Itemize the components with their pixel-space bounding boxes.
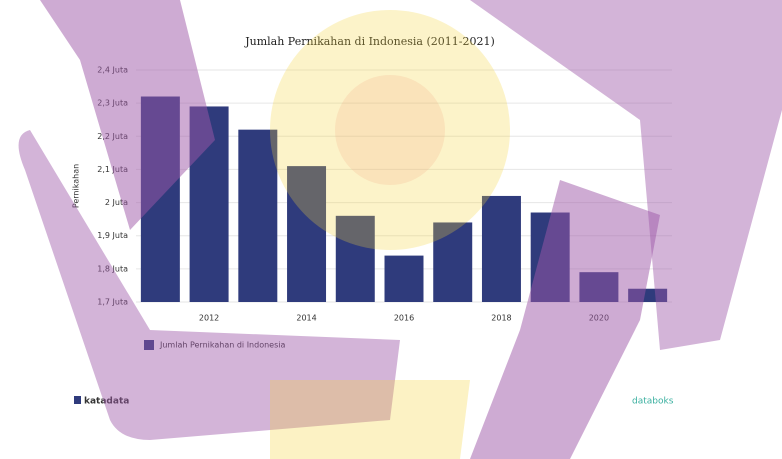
y-tick-label: 1,8 Juta bbox=[97, 264, 128, 273]
chart-title: Jumlah Pernikahan di Indonesia (2011-202… bbox=[244, 35, 495, 48]
bar bbox=[628, 288, 668, 302]
bar bbox=[579, 272, 619, 302]
footer-left: katadata bbox=[84, 397, 129, 407]
bar bbox=[287, 166, 327, 302]
bar bbox=[530, 212, 570, 302]
y-tick-label: 2,3 Juta bbox=[97, 99, 128, 108]
logo-icon bbox=[74, 396, 81, 404]
bar bbox=[189, 106, 229, 302]
x-tick-label: 2020 bbox=[589, 314, 609, 323]
y-tick-label: 2 Juta bbox=[105, 198, 128, 207]
x-tick-label: 2012 bbox=[199, 314, 219, 323]
bar bbox=[238, 129, 278, 302]
x-tick-label: 2018 bbox=[491, 314, 511, 323]
y-tick-label: 2,1 Juta bbox=[97, 165, 128, 174]
bar bbox=[335, 215, 375, 302]
y-tick-label: 2,4 Juta bbox=[97, 66, 128, 75]
y-tick-label: 1,9 Juta bbox=[97, 231, 128, 240]
bar bbox=[384, 255, 424, 302]
bar bbox=[481, 195, 521, 302]
bar bbox=[433, 222, 473, 302]
legend-swatch bbox=[144, 340, 154, 350]
x-tick-label: 2014 bbox=[296, 314, 316, 323]
footer-right: databoks bbox=[632, 397, 674, 407]
y-axis-label: Pernikahan bbox=[72, 164, 81, 208]
y-tick-label: 2,2 Juta bbox=[97, 132, 128, 141]
x-tick-label: 2016 bbox=[394, 314, 414, 323]
y-tick-label: 1,7 Juta bbox=[97, 298, 128, 307]
bar bbox=[140, 96, 180, 302]
legend-label: Jumlah Pernikahan di Indonesia bbox=[159, 341, 285, 350]
